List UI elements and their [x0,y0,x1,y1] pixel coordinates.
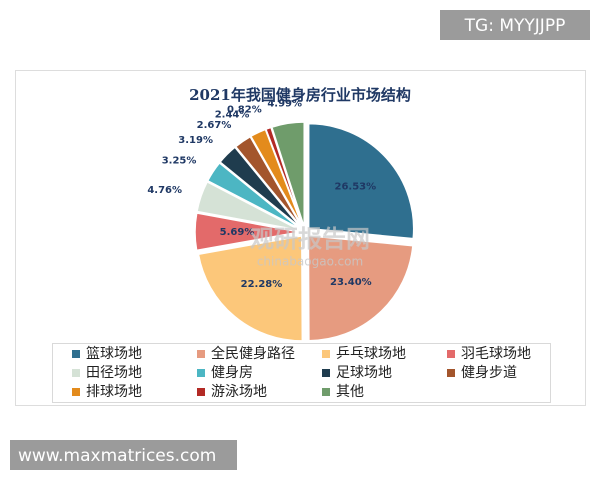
legend-label: 羽毛球场地 [461,346,531,362]
legend-label: 游泳场地 [211,384,267,400]
legend-swatch [197,369,205,377]
pie-slice [206,161,302,230]
legend-label: 田径场地 [86,365,142,381]
chart-title: 2021年我国健身房行业市场结构 [189,86,411,104]
legend-label: 健身步道 [461,365,517,381]
legend-swatch [197,350,205,358]
legend-swatch [322,369,330,377]
legend-swatch [322,350,330,358]
legend-swatch [322,388,330,396]
header-tag: TG: MYYJJPP [464,16,566,36]
legend-label: 排球场地 [86,384,142,400]
pie-slice [197,234,304,342]
data-label: 3.19% [178,135,213,146]
legend-box [52,343,551,403]
legend-swatch [447,350,455,358]
pie-slice [196,180,301,232]
watermark-logo: 观研报告网 [250,225,370,253]
pie-slice [307,234,414,342]
legend-label: 足球场地 [336,365,392,381]
legend-label: 其他 [336,384,364,400]
legend-swatch [72,369,80,377]
legend-swatch [72,350,80,358]
data-label: 0.82% [227,104,262,115]
legend-label: 健身房 [211,365,253,381]
data-label: 2.44% [215,109,250,120]
legend-swatch [447,369,455,377]
footer-box [10,440,237,470]
pie-slice [264,126,305,228]
pie-slice [219,146,303,230]
data-label: 4.99% [267,99,302,110]
legend-label: 乒乓球场地 [336,346,406,362]
data-label: 5.69% [220,227,255,238]
pie-slice [307,122,415,240]
tag-box [440,10,590,40]
watermark-url: chinabaogao.com [257,255,363,269]
data-label: 23.40% [330,277,372,288]
footer-url: www.maxmatrices.com [18,446,216,466]
legend-label: 全民健身路径 [211,345,295,362]
data-label: 3.25% [162,156,197,167]
legend-swatch [72,388,80,396]
legend-swatch [197,388,205,396]
pie-slice [234,135,303,229]
pie-slice [270,121,305,228]
data-label: 2.67% [197,120,232,131]
data-label: 26.53% [335,181,377,192]
legend-label: 篮球场地 [86,346,142,362]
data-label: 22.28% [241,279,283,290]
pie: 26.53% 23.40% 22.28% 5.69% 4.76% 3.25% 3.19% 2.… [147,99,415,342]
pie-slice [194,212,301,252]
data-label: 4.76% [147,185,182,196]
